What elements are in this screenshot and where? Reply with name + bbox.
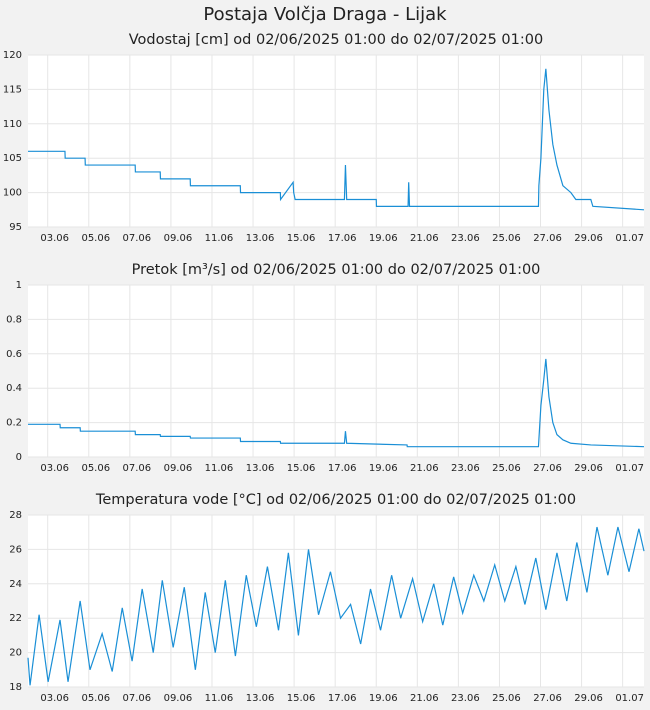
- x-tick-label: 29.06: [574, 693, 603, 704]
- x-tick-label: 17.06: [328, 693, 357, 704]
- x-tick-label: 19.06: [369, 463, 398, 474]
- x-tick-label: 11.06: [205, 693, 234, 704]
- x-tick-label: 19.06: [369, 693, 398, 704]
- x-tick-label: 13.06: [246, 233, 275, 244]
- data-line: [28, 358, 645, 448]
- y-tick-label: 0.4: [6, 383, 22, 394]
- x-tick-label: 21.06: [410, 463, 439, 474]
- x-tick-label: 15.06: [287, 463, 316, 474]
- y-tick-label: 95: [9, 222, 22, 233]
- x-tick-label: 17.06: [328, 463, 357, 474]
- x-tick-label: 03.06: [40, 463, 69, 474]
- data-line: [27, 526, 645, 686]
- x-tick-label: 29.06: [574, 463, 603, 474]
- x-tick-label: 25.06: [492, 463, 521, 474]
- y-tick-label: 100: [3, 188, 22, 199]
- x-tick-label: 23.06: [451, 233, 480, 244]
- x-tick-label: 27.06: [533, 233, 562, 244]
- data-line: [28, 68, 645, 211]
- x-tick-label: 09.06: [164, 233, 193, 244]
- y-tick-label: 120: [3, 50, 22, 61]
- y-tick-label: 24: [9, 579, 22, 590]
- y-tick-label: 0.8: [6, 314, 22, 325]
- x-tick-label: 05.06: [81, 693, 110, 704]
- x-tick-label: 05.06: [81, 233, 110, 244]
- x-tick-label: 01.07: [615, 463, 644, 474]
- y-tick-label: 1: [16, 280, 22, 291]
- x-tick-label: 29.06: [574, 233, 603, 244]
- x-tick-label: 05.06: [81, 463, 110, 474]
- plot-area: [28, 285, 644, 457]
- y-tick-label: 105: [3, 153, 22, 164]
- x-tick-label: 09.06: [164, 463, 193, 474]
- x-tick-label: 23.06: [451, 693, 480, 704]
- x-tick-label: 15.06: [287, 693, 316, 704]
- x-tick-label: 21.06: [410, 233, 439, 244]
- chart-title: Temperatura vode [°C] od 02/06/2025 01:0…: [95, 492, 576, 508]
- x-tick-label: 17.06: [328, 233, 357, 244]
- x-tick-label: 11.06: [205, 463, 234, 474]
- y-tick-label: 28: [9, 510, 22, 521]
- x-tick-label: 01.07: [615, 233, 644, 244]
- x-tick-label: 23.06: [451, 463, 480, 474]
- x-tick-label: 11.06: [205, 233, 234, 244]
- y-tick-label: 18: [9, 682, 22, 693]
- x-tick-label: 09.06: [164, 693, 193, 704]
- y-tick-label: 0.6: [6, 349, 22, 360]
- y-tick-label: 0: [16, 452, 22, 463]
- x-tick-label: 27.06: [533, 463, 562, 474]
- y-tick-label: 110: [3, 119, 22, 130]
- chart-title: Vodostaj [cm] od 02/06/2025 01:00 do 02/…: [129, 32, 543, 48]
- x-tick-label: 07.06: [123, 233, 152, 244]
- y-tick-label: 0.2: [6, 418, 22, 429]
- y-tick-label: 26: [9, 544, 22, 555]
- x-tick-label: 25.06: [492, 233, 521, 244]
- x-tick-label: 15.06: [287, 233, 316, 244]
- x-tick-label: 13.06: [246, 693, 275, 704]
- x-tick-label: 21.06: [410, 693, 439, 704]
- x-tick-label: 25.06: [492, 693, 521, 704]
- x-tick-label: 19.06: [369, 233, 398, 244]
- plot-area: [28, 55, 644, 227]
- y-tick-label: 20: [9, 648, 22, 659]
- x-tick-label: 13.06: [246, 463, 275, 474]
- x-tick-label: 27.06: [533, 693, 562, 704]
- page-title: Postaja Volčja Draga - Lijak: [203, 4, 447, 25]
- x-tick-label: 07.06: [123, 693, 152, 704]
- x-tick-label: 01.07: [615, 693, 644, 704]
- plot-area: [28, 515, 644, 687]
- y-tick-label: 22: [9, 613, 22, 624]
- x-tick-label: 03.06: [40, 233, 69, 244]
- y-tick-label: 115: [3, 84, 22, 95]
- chart-title: Pretok [m³/s] od 02/06/2025 01:00 do 02/…: [132, 262, 541, 278]
- x-tick-label: 03.06: [40, 693, 69, 704]
- x-tick-label: 07.06: [123, 463, 152, 474]
